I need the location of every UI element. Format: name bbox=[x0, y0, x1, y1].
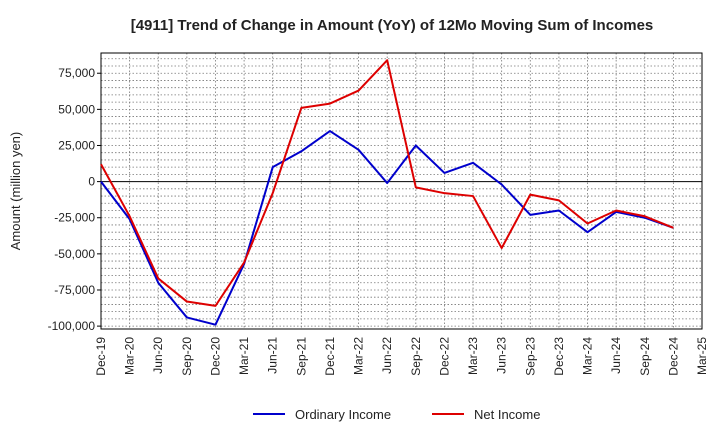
x-tick-label: Mar-20 bbox=[123, 337, 137, 375]
x-axis-ticks: Dec-19 Mar-20 Jun-20 Sep-20 Dec-20 Mar-21 Jun-… bbox=[94, 337, 709, 376]
plot-frame bbox=[100, 52, 703, 330]
chart-title: [4911] Trend of Change in Amount (YoY) o… bbox=[131, 17, 654, 34]
x-tick-label: Dec-20 bbox=[208, 337, 222, 376]
x-tick-label: Mar-22 bbox=[352, 337, 366, 375]
x-tick-label: Jun-20 bbox=[151, 337, 165, 374]
y-axis-ticks: 75,000 50,000 25,000 0 -25,000 -50,000 -75,000… bbox=[48, 66, 101, 333]
x-tick-label: Jun-24 bbox=[609, 337, 623, 374]
y-tick-label: 25,000 bbox=[58, 138, 95, 152]
x-tick-label: Mar-25 bbox=[695, 337, 709, 375]
x-tick-label: Mar-23 bbox=[466, 337, 480, 375]
y-tick-label: -75,000 bbox=[54, 283, 95, 297]
y-tick-label: 75,000 bbox=[58, 66, 95, 80]
x-tick-label: Dec-24 bbox=[666, 337, 680, 376]
x-tick-label: Sep-22 bbox=[409, 337, 423, 376]
x-tick-label: Jun-21 bbox=[266, 337, 280, 374]
x-tick-label: Dec-21 bbox=[323, 337, 337, 376]
y-tick-label: 0 bbox=[88, 175, 95, 189]
y-tick-label: -100,000 bbox=[48, 319, 96, 333]
y-axis-label: Amount (million yen) bbox=[8, 132, 23, 251]
x-tick-label: Sep-21 bbox=[294, 337, 308, 376]
x-tick-label: Dec-19 bbox=[94, 337, 108, 376]
x-tick-label: Dec-23 bbox=[552, 337, 566, 376]
x-tick-label: Jun-22 bbox=[380, 337, 394, 374]
series-line-ordinary-income bbox=[100, 130, 674, 326]
plot-area bbox=[101, 53, 702, 329]
legend-label-net-income: Net Income bbox=[474, 407, 540, 422]
legend: Ordinary Income Net Income bbox=[253, 407, 540, 422]
series-line-net-income bbox=[100, 59, 674, 307]
x-tick-label: Sep-23 bbox=[523, 337, 537, 376]
x-tick-label: Jun-23 bbox=[495, 337, 509, 374]
y-tick-label: 50,000 bbox=[58, 102, 95, 116]
x-tick-label: Sep-24 bbox=[638, 337, 652, 376]
y-tick-label: -50,000 bbox=[54, 247, 95, 261]
x-tick-label: Mar-21 bbox=[237, 337, 251, 375]
y-tick-label: -25,000 bbox=[54, 211, 95, 225]
x-tick-label: Sep-20 bbox=[180, 337, 194, 376]
x-tick-label: Mar-24 bbox=[581, 337, 595, 375]
grid-lines bbox=[100, 53, 703, 329]
series-lines bbox=[100, 59, 674, 326]
legend-label-ordinary-income: Ordinary Income bbox=[295, 407, 391, 422]
x-tick-label: Dec-22 bbox=[437, 337, 451, 376]
